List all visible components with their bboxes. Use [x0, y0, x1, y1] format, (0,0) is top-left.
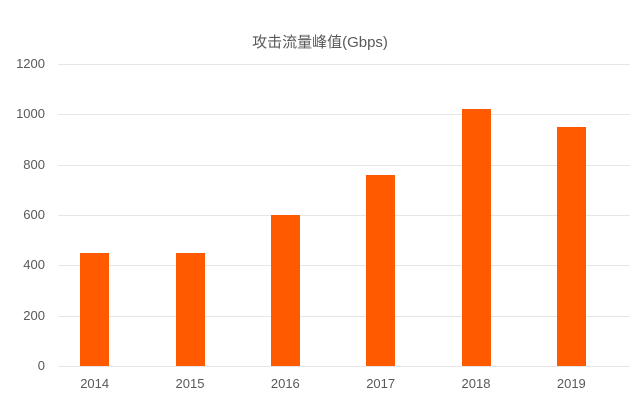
plot-area [58, 64, 630, 367]
x-tick-label: 2016 [270, 376, 300, 391]
y-tick-label: 200 [23, 307, 45, 323]
y-tick-label: 0 [37, 358, 45, 373]
gridline [58, 366, 630, 367]
x-tick-label: 2015 [175, 376, 205, 391]
x-tick-label: 2014 [80, 376, 110, 391]
bar-2018[interactable] [461, 109, 491, 366]
y-tick-label: 1000 [16, 106, 45, 122]
bar-2014[interactable] [80, 252, 110, 366]
gridline [58, 64, 630, 65]
y-tick-label: 400 [23, 257, 45, 273]
y-tick-label: 1200 [16, 56, 45, 71]
x-tick-label: 2019 [556, 376, 586, 391]
gridline [58, 315, 630, 317]
gridline [58, 164, 630, 166]
bar-2016[interactable] [270, 215, 300, 366]
bar-2015[interactable] [175, 252, 205, 366]
bar-2019[interactable] [556, 126, 586, 366]
x-tick-label: 2017 [366, 376, 396, 391]
gridline [58, 265, 630, 267]
x-tick-label: 2018 [461, 376, 491, 391]
gridline [58, 114, 630, 116]
chart-title: 攻击流量峰值(Gbps) [252, 34, 388, 51]
y-tick-label: 600 [23, 207, 45, 222]
gridline [58, 215, 630, 216]
bar-2017[interactable] [366, 174, 396, 366]
y-tick-label: 800 [23, 156, 45, 172]
